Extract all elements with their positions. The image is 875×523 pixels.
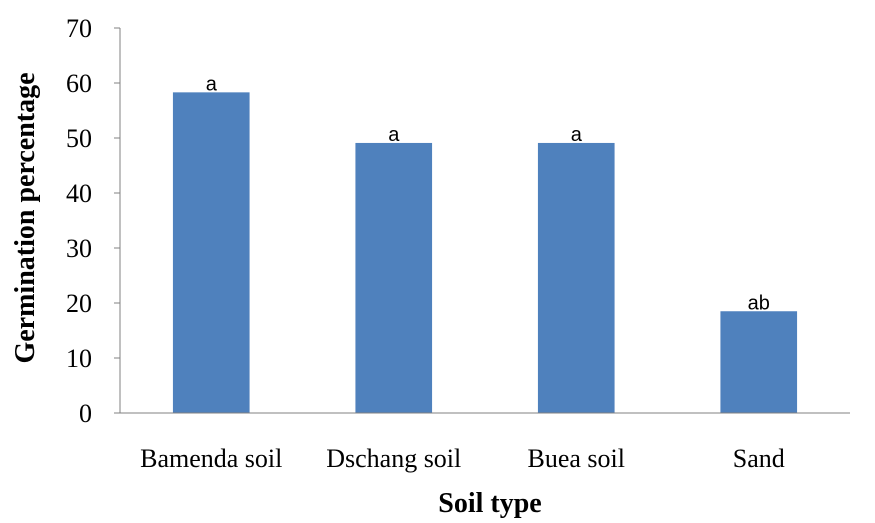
- y-axis-ticks: 0 10 20 30 40 50 60 70: [66, 14, 120, 428]
- y-tick-label: 50: [66, 124, 92, 153]
- bar-data-label: a: [571, 124, 583, 146]
- y-axis-title-group: Germination percentage: [10, 72, 41, 363]
- data-labels-group: a a a ab: [206, 73, 770, 314]
- bar-sand: [720, 311, 798, 413]
- bar-data-label: a: [206, 73, 218, 95]
- bar-data-label: a: [388, 124, 400, 146]
- y-tick-label: 60: [66, 69, 92, 98]
- y-axis-title: Germination percentage: [10, 72, 41, 363]
- bar-data-label: ab: [748, 292, 770, 314]
- x-category-label: Buea soil: [528, 444, 626, 473]
- y-tick-label: 20: [66, 289, 92, 318]
- bar-bamenda-soil: [172, 92, 250, 413]
- bar-dschang-soil: [355, 142, 433, 413]
- y-tick-label: 70: [66, 14, 92, 43]
- bar-buea-soil: [537, 142, 615, 413]
- y-tick-label: 10: [66, 344, 92, 373]
- x-axis-title: Soil type: [438, 488, 541, 519]
- x-category-label: Dschang soil: [326, 444, 461, 473]
- y-tick-label: 40: [66, 179, 92, 208]
- x-category-label: Bamenda soil: [140, 444, 282, 473]
- y-tick-label: 0: [79, 399, 92, 428]
- y-tick-label: 30: [66, 234, 92, 263]
- bars-group: [172, 92, 798, 413]
- x-category-label: Sand: [733, 444, 785, 473]
- x-axis-categories: Bamenda soil Dschang soil Buea soil Sand: [140, 444, 785, 473]
